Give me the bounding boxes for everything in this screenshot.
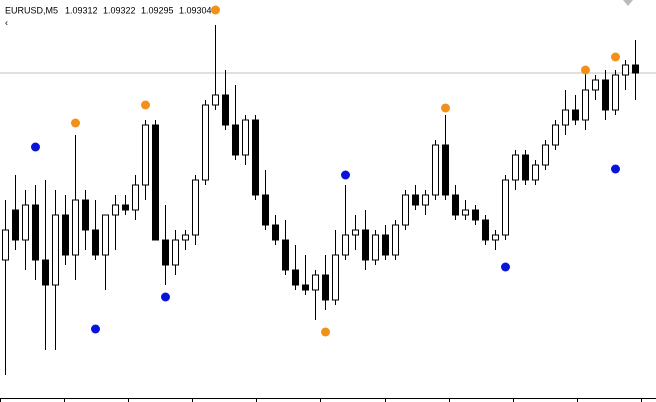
body [12, 209, 19, 241]
close-value: 1.09304 [179, 5, 212, 15]
body [222, 94, 229, 126]
body [472, 209, 479, 221]
body [182, 234, 189, 241]
body [402, 194, 409, 226]
body [612, 74, 619, 111]
fractal-marker [611, 164, 620, 174]
fractal-marker [91, 324, 100, 334]
toggle[interactable]: ‹ [5, 17, 8, 27]
body [122, 204, 129, 211]
body [132, 184, 139, 211]
body [232, 124, 239, 156]
body [262, 194, 269, 226]
fractal-marker [31, 142, 40, 152]
fractal-marker [441, 103, 450, 113]
body [312, 274, 319, 291]
body [2, 229, 9, 261]
body [572, 109, 579, 121]
body [72, 199, 79, 256]
body [632, 64, 639, 74]
body [322, 274, 329, 301]
body [32, 204, 39, 261]
body [512, 154, 519, 181]
fractal-marker [161, 292, 170, 302]
body [152, 124, 159, 241]
fractal-marker [611, 52, 620, 62]
body [452, 194, 459, 216]
body [252, 119, 259, 196]
body [592, 79, 599, 91]
body [482, 219, 489, 241]
body [52, 214, 59, 286]
body [272, 224, 279, 241]
body [162, 239, 169, 266]
body [302, 284, 309, 291]
high-value: 1.09322 [103, 5, 136, 15]
body [492, 234, 499, 241]
body [442, 144, 449, 196]
body [502, 179, 509, 236]
body [522, 154, 529, 181]
body [112, 204, 119, 216]
body [422, 194, 429, 206]
body [412, 194, 419, 206]
body [42, 259, 49, 286]
shift-marker [623, 0, 633, 6]
body [292, 269, 299, 286]
body [332, 254, 339, 301]
body [432, 144, 439, 196]
body [582, 89, 589, 121]
body [142, 124, 149, 186]
fractal-marker [141, 100, 150, 110]
body [392, 224, 399, 256]
body [342, 234, 349, 256]
body [602, 79, 609, 111]
body [352, 229, 359, 236]
body [532, 164, 539, 181]
body [562, 109, 569, 126]
fractal-marker [211, 5, 220, 15]
body [282, 239, 289, 271]
body [362, 229, 369, 261]
low-value: 1.09295 [141, 5, 174, 15]
body [102, 214, 109, 256]
body [82, 199, 89, 231]
open-value: 1.09312 [65, 5, 98, 15]
body [192, 179, 199, 236]
body [462, 209, 469, 216]
body [202, 104, 209, 181]
fractal-marker [501, 262, 510, 272]
x-ticks [0, 398, 642, 402]
body [372, 234, 379, 261]
body [92, 229, 99, 256]
fractal-marker [321, 327, 330, 337]
fractal-marker [71, 118, 80, 128]
body [242, 119, 249, 156]
body [62, 214, 69, 256]
body [622, 64, 629, 76]
body [382, 234, 389, 256]
body [22, 204, 29, 241]
body [552, 124, 559, 146]
body [542, 144, 549, 166]
symbol: EURUSD,M5 [5, 5, 58, 15]
body [172, 239, 179, 266]
fractal-marker [341, 170, 350, 180]
fractal-marker [581, 65, 590, 75]
body [212, 94, 219, 106]
